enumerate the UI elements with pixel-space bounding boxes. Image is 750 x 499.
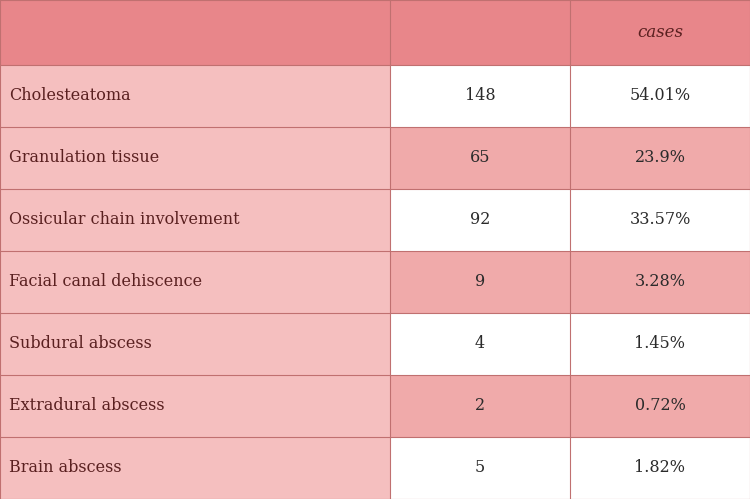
Text: Cholesteatoma: Cholesteatoma <box>9 87 130 104</box>
Bar <box>390 0 570 65</box>
Text: 0.72%: 0.72% <box>634 398 686 415</box>
Bar <box>0 127 390 189</box>
Text: 9: 9 <box>475 273 485 290</box>
Text: 33.57%: 33.57% <box>629 212 691 229</box>
Text: Facial canal dehiscence: Facial canal dehiscence <box>9 273 202 290</box>
Bar <box>390 65 570 127</box>
Bar <box>390 375 570 437</box>
Bar <box>390 127 570 189</box>
Bar <box>0 0 390 65</box>
Bar <box>390 437 570 499</box>
Bar <box>570 0 750 65</box>
Bar <box>570 251 750 313</box>
Bar <box>0 437 390 499</box>
Text: Brain abscess: Brain abscess <box>9 460 122 477</box>
Text: 65: 65 <box>470 149 490 166</box>
Text: 2: 2 <box>475 398 485 415</box>
Text: cases: cases <box>637 24 683 41</box>
Bar <box>570 375 750 437</box>
Text: 3.28%: 3.28% <box>634 273 686 290</box>
Text: Subdural abscess: Subdural abscess <box>9 335 152 352</box>
Text: Granulation tissue: Granulation tissue <box>9 149 159 166</box>
Text: 54.01%: 54.01% <box>629 87 691 104</box>
Bar <box>390 189 570 251</box>
Bar <box>0 313 390 375</box>
Text: 92: 92 <box>470 212 490 229</box>
Text: 148: 148 <box>465 87 495 104</box>
Bar <box>390 313 570 375</box>
Text: 1.82%: 1.82% <box>634 460 686 477</box>
Bar <box>570 127 750 189</box>
Bar <box>570 65 750 127</box>
Bar <box>0 375 390 437</box>
Bar <box>0 189 390 251</box>
Bar <box>570 189 750 251</box>
Text: 5: 5 <box>475 460 485 477</box>
Bar <box>570 437 750 499</box>
Text: Ossicular chain involvement: Ossicular chain involvement <box>9 212 240 229</box>
Text: Extradural abscess: Extradural abscess <box>9 398 165 415</box>
Text: 23.9%: 23.9% <box>634 149 686 166</box>
Text: 1.45%: 1.45% <box>634 335 686 352</box>
Bar <box>390 251 570 313</box>
Bar <box>0 65 390 127</box>
Text: 4: 4 <box>475 335 485 352</box>
Bar <box>0 251 390 313</box>
Bar <box>570 313 750 375</box>
